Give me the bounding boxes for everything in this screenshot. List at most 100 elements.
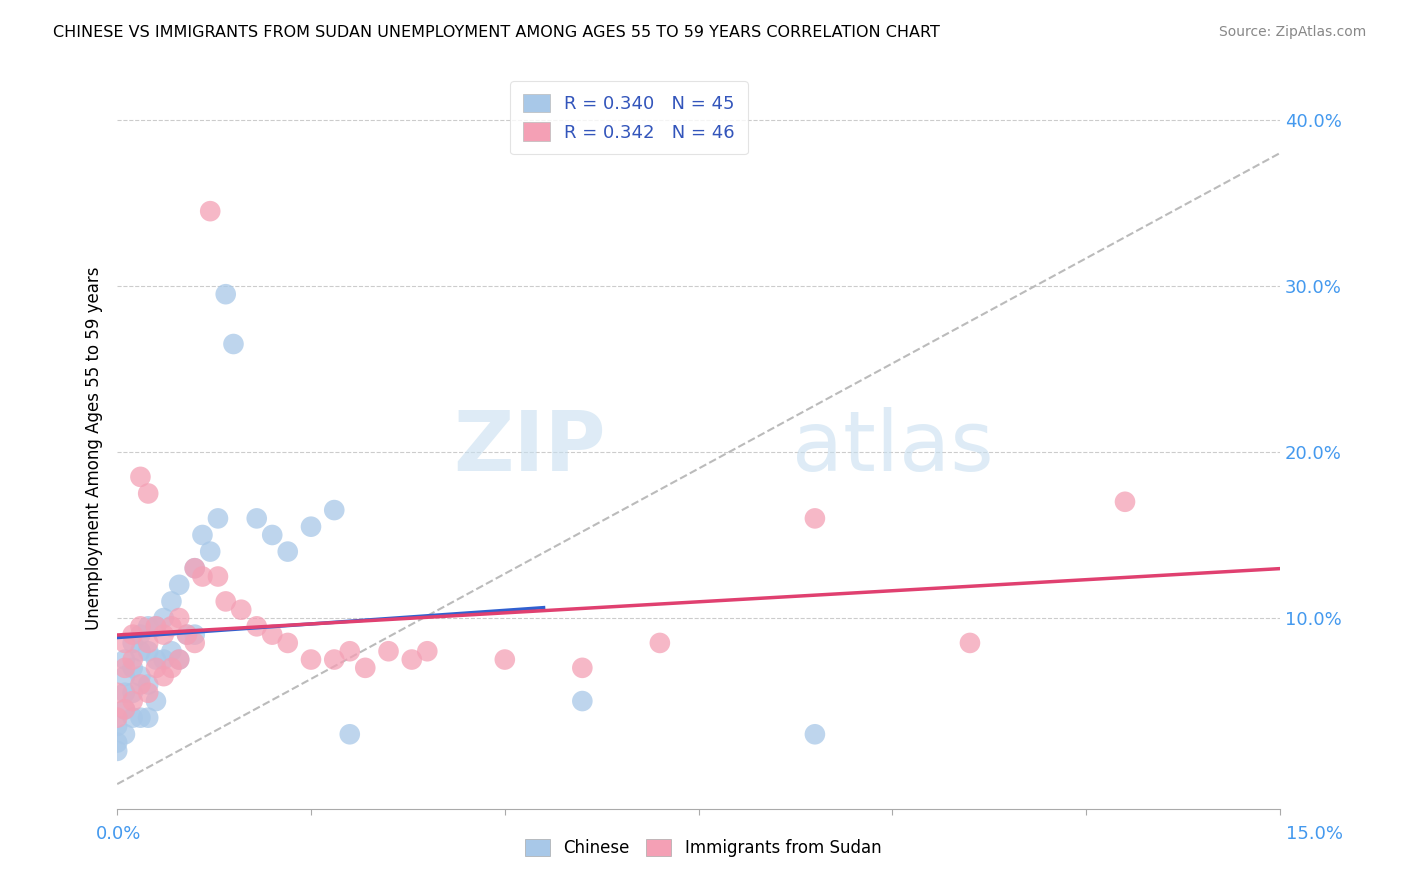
Point (145, 619, 167, 633)
Point (176, 627, 198, 641)
Point (105, 686, 128, 700)
Point (114, 702, 136, 716)
Legend: R = 0.340   N = 45, R = 0.342   N = 46: R = 0.340 N = 45, R = 0.342 N = 46 (510, 81, 748, 154)
Point (129, 470, 152, 484)
Point (207, 569, 229, 583)
Point (167, 578, 190, 592)
Point (323, 503, 346, 517)
Point (262, 627, 284, 641)
Point (215, 287, 238, 301)
Point (354, 661, 377, 675)
Text: CHINESE VS IMMIGRANTS FROM SUDAN UNEMPLOYMENT AMONG AGES 55 TO 59 YEARS CORRELAT: CHINESE VS IMMIGRANTS FROM SUDAN UNEMPLO… (53, 25, 941, 40)
Point (152, 652, 174, 666)
Point (401, 652, 423, 666)
Point (136, 644, 159, 658)
Point (121, 686, 143, 700)
Point (494, 652, 516, 666)
Point (167, 611, 190, 625)
Point (959, 636, 981, 650)
Point (200, 204, 222, 219)
Point (246, 511, 269, 525)
Point (105, 719, 128, 733)
Legend: Chinese, Immigrants from Sudan: Chinese, Immigrants from Sudan (519, 832, 887, 864)
Point (176, 627, 198, 641)
Text: atlas: atlas (792, 408, 994, 488)
Point (207, 511, 229, 525)
Point (129, 677, 152, 691)
Point (167, 652, 190, 666)
Point (262, 528, 284, 542)
Point (136, 677, 159, 691)
Text: 0.0%: 0.0% (96, 825, 141, 843)
Point (105, 735, 128, 749)
Point (160, 619, 183, 633)
Point (191, 569, 214, 583)
Point (145, 694, 167, 708)
Point (121, 636, 143, 650)
Point (129, 669, 152, 683)
Point (105, 744, 128, 758)
Point (136, 636, 159, 650)
Point (145, 652, 167, 666)
Point (129, 619, 152, 633)
Point (121, 711, 143, 725)
Y-axis label: Unemployment Among Ages 55 to 59 years: Unemployment Among Ages 55 to 59 years (86, 266, 103, 630)
Point (339, 727, 361, 741)
Point (121, 694, 143, 708)
Point (200, 544, 222, 558)
Point (114, 652, 136, 666)
Point (129, 711, 152, 725)
Point (299, 519, 322, 533)
Point (136, 486, 159, 500)
Point (129, 627, 152, 641)
Point (114, 636, 136, 650)
Point (105, 711, 128, 725)
Point (416, 644, 439, 658)
Point (277, 636, 299, 650)
Point (114, 686, 136, 700)
Point (246, 619, 269, 633)
Point (136, 686, 159, 700)
Point (571, 661, 593, 675)
Point (1114, 495, 1136, 509)
Point (121, 627, 143, 641)
Point (114, 702, 136, 716)
Point (648, 636, 671, 650)
Point (183, 561, 205, 575)
Point (152, 669, 174, 683)
Point (114, 727, 136, 741)
Point (121, 652, 143, 666)
Point (167, 652, 190, 666)
Point (183, 636, 205, 650)
Point (114, 669, 136, 683)
Point (222, 337, 245, 351)
Point (804, 727, 827, 741)
Point (323, 652, 346, 666)
Point (215, 594, 238, 608)
Point (299, 652, 322, 666)
Point (152, 611, 174, 625)
Point (145, 619, 167, 633)
Text: 15.0%: 15.0% (1285, 825, 1343, 843)
Point (160, 594, 183, 608)
Point (191, 528, 214, 542)
Point (152, 627, 174, 641)
Point (160, 661, 183, 675)
Point (804, 511, 827, 525)
Point (136, 619, 159, 633)
Point (129, 644, 152, 658)
Point (377, 644, 399, 658)
Point (277, 544, 299, 558)
Point (136, 711, 159, 725)
Point (114, 661, 136, 675)
Point (145, 661, 167, 675)
Point (183, 627, 205, 641)
Point (121, 661, 143, 675)
Point (571, 694, 593, 708)
Text: Source: ZipAtlas.com: Source: ZipAtlas.com (1219, 25, 1367, 39)
Point (339, 644, 361, 658)
Point (160, 644, 183, 658)
Point (183, 561, 205, 575)
Point (231, 603, 253, 617)
Text: ZIP: ZIP (453, 408, 606, 488)
